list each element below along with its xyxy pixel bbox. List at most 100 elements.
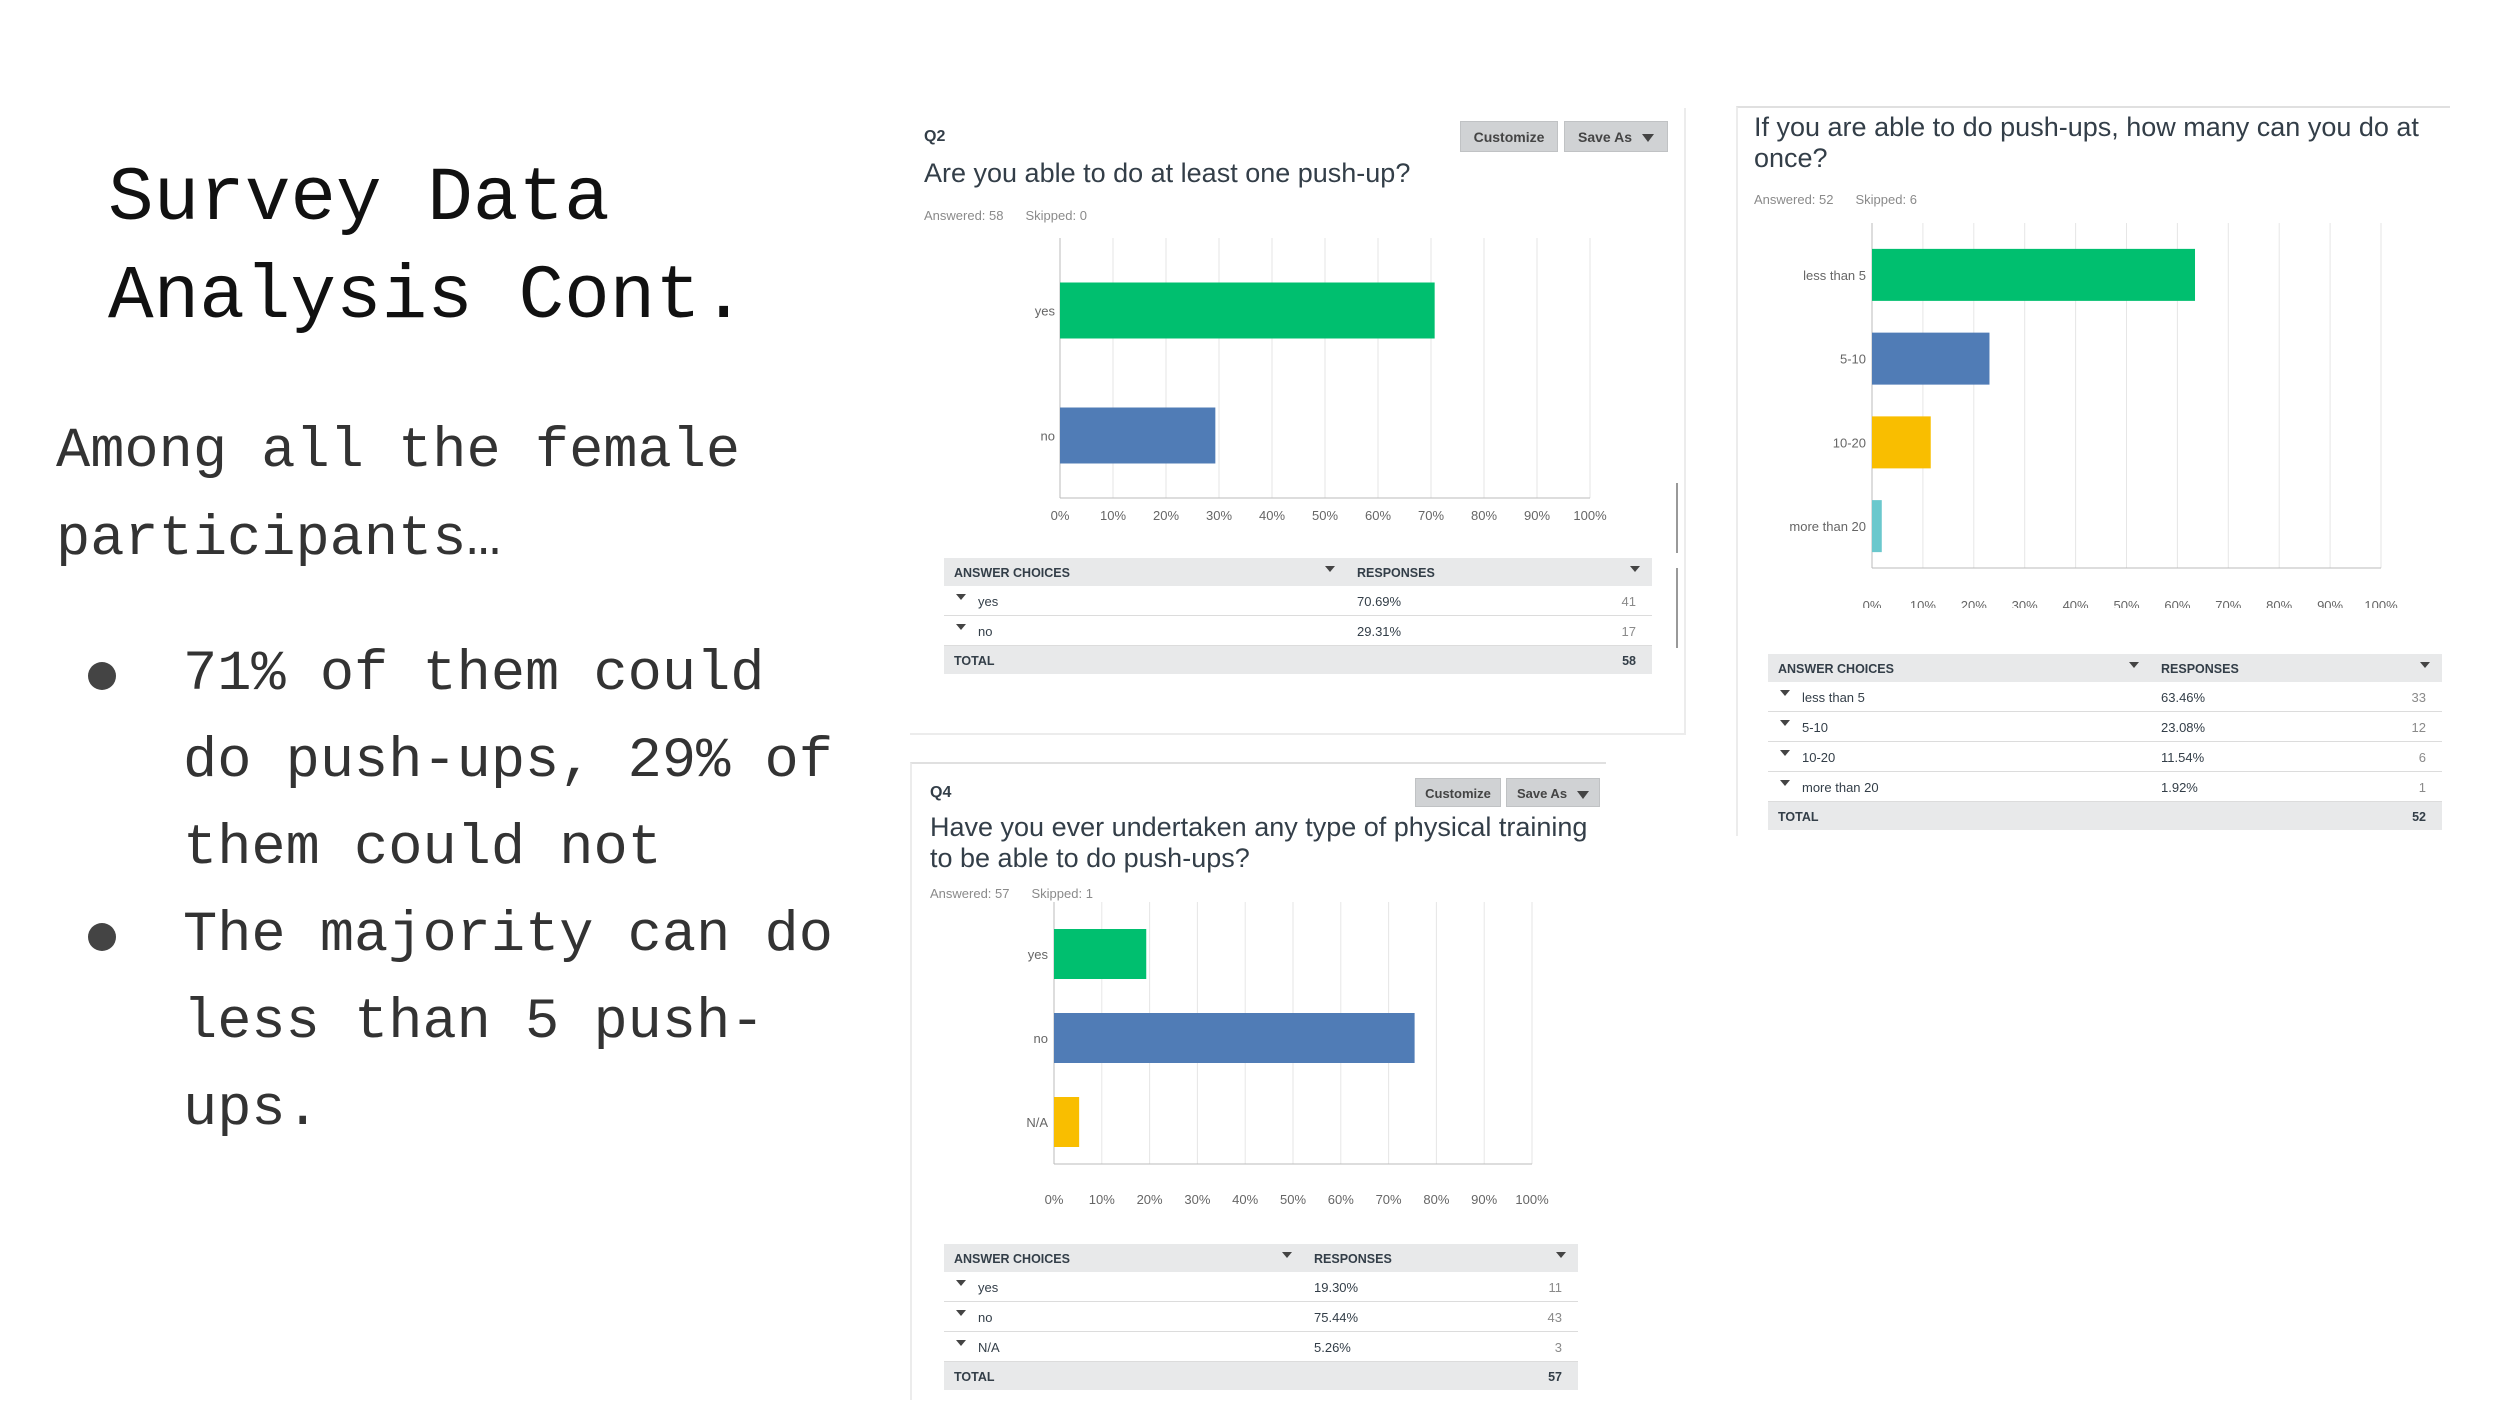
slide-title: Survey Data Analysis Cont. [108, 156, 747, 340]
table-total-row: TOTAL 52 [1768, 802, 2442, 830]
x-tick-label: 30% [2012, 598, 2038, 608]
x-tick-label: 30% [1206, 508, 1232, 523]
customize-button[interactable]: Customize [1460, 121, 1558, 152]
question-meta: Answered: 57 Skipped: 1 [930, 886, 1115, 901]
answer-choice: yes [978, 594, 999, 609]
answer-choice: more than 20 [1802, 780, 1879, 795]
response-count: 17 [1621, 624, 1636, 639]
expand-icon [1780, 720, 1790, 726]
expand-icon [956, 624, 966, 630]
category-label: N/A [1026, 1115, 1048, 1130]
total-count: 57 [1548, 1370, 1562, 1384]
sort-icon[interactable] [1556, 1252, 1566, 1258]
x-tick-label: 40% [2063, 598, 2089, 608]
bullet-dot-icon [88, 662, 116, 690]
table-row[interactable]: 10-20 11.54% 6 [1768, 742, 2442, 772]
answer-table: ANSWER CHOICES RESPONSES yes 19.30% 11 no 75.4… [944, 1244, 1578, 1390]
x-tick-label: 50% [1312, 508, 1338, 523]
x-tick-label: 70% [1376, 1192, 1402, 1204]
x-tick-label: 90% [2317, 598, 2343, 608]
response-count: 43 [1547, 1310, 1562, 1325]
table-header: ANSWER CHOICES RESPONSES [1768, 654, 2442, 682]
total-label: TOTAL [1778, 810, 1819, 824]
choices-header: ANSWER CHOICES [954, 566, 1070, 580]
table-row[interactable]: less than 5 63.46% 33 [1768, 682, 2442, 712]
expand-icon [956, 594, 966, 600]
response-percent: 70.69% [1357, 594, 1402, 609]
sort-icon[interactable] [1325, 566, 1335, 572]
table-row[interactable]: more than 20 1.92% 1 [1768, 772, 2442, 802]
question-meta: Answered: 58 Skipped: 0 [924, 208, 1109, 223]
bullet-item: 71% of them could do push-ups, 29% of th… [80, 632, 860, 893]
response-count: 41 [1621, 594, 1636, 609]
answer-choice: no [978, 624, 993, 639]
category-label: 5-10 [1840, 352, 1866, 367]
response-percent: 5.26% [1314, 1340, 1351, 1355]
response-percent: 29.31% [1357, 624, 1402, 639]
expand-icon [956, 1280, 966, 1286]
x-tick-label: 0% [1051, 508, 1070, 523]
x-tick-label: 50% [2113, 598, 2139, 608]
question-meta: Answered: 52 Skipped: 6 [1754, 192, 1939, 207]
bar-5-10 [1872, 332, 1990, 385]
table-row[interactable]: yes 70.69% 41 [944, 586, 1652, 616]
x-tick-label: 50% [1280, 1192, 1306, 1204]
bar-10-20 [1872, 416, 1931, 469]
bar-less-than-5 [1872, 248, 2196, 301]
bar-yes [1060, 282, 1435, 339]
category-label: 10-20 [1833, 435, 1866, 450]
sort-icon[interactable] [2420, 662, 2430, 668]
bullet-text: 71% of them could do push-ups, 29% of th… [183, 643, 833, 881]
expand-icon [1780, 780, 1790, 786]
question-number: Q4 [930, 784, 952, 801]
sort-icon[interactable] [1630, 566, 1640, 572]
q2-panel: Q2 Customize Save As Are you able to do … [910, 108, 1686, 735]
choices-header: ANSWER CHOICES [1778, 662, 1894, 676]
category-label: yes [1035, 304, 1056, 319]
table-row[interactable]: no 29.31% 17 [944, 616, 1652, 646]
q3-panel: If you are able to do push-ups, how many… [1736, 106, 2450, 836]
chevron-down-icon [1577, 790, 1590, 799]
x-tick-label: 70% [2215, 598, 2241, 608]
table-row[interactable]: yes 19.30% 11 [944, 1272, 1578, 1302]
bullet-text: The majority can do less than 5 push-ups… [183, 904, 833, 1142]
answered-count: Answered: 58 [924, 208, 1004, 223]
table-total-row: TOTAL 58 [944, 646, 1652, 674]
table-header: ANSWER CHOICES RESPONSES [944, 1244, 1578, 1272]
response-count: 1 [2418, 780, 2426, 795]
table-header: ANSWER CHOICES RESPONSES [944, 558, 1652, 586]
x-tick-label: 60% [1328, 1192, 1354, 1204]
response-percent: 11.54% [2161, 750, 2205, 765]
x-tick-label: 40% [1259, 508, 1285, 523]
answer-choice: 5-10 [1802, 720, 1829, 735]
category-label: more than 20 [1789, 519, 1866, 534]
category-label: no [1034, 1031, 1048, 1046]
answer-choice: less than 5 [1802, 690, 1865, 705]
answer-choice: no [978, 1310, 993, 1325]
sort-icon[interactable] [1282, 1252, 1292, 1258]
total-label: TOTAL [954, 654, 995, 668]
x-tick-label: 80% [1423, 1192, 1449, 1204]
response-percent: 63.46% [2161, 690, 2206, 705]
bar-yes [1054, 929, 1147, 979]
table-row[interactable]: no 75.44% 43 [944, 1302, 1578, 1332]
expand-icon [1780, 750, 1790, 756]
expand-icon [956, 1310, 966, 1316]
sort-icon[interactable] [2129, 662, 2139, 668]
x-tick-label: 70% [1418, 508, 1444, 523]
table-row[interactable]: N/A 5.26% 3 [944, 1332, 1578, 1362]
save-as-button[interactable]: Save As [1564, 121, 1668, 152]
response-count: 33 [2411, 690, 2426, 705]
answered-count: Answered: 57 [930, 886, 1010, 901]
save-as-button[interactable]: Save As [1506, 778, 1600, 807]
skipped-count: Skipped: 0 [1025, 208, 1087, 223]
expand-icon [1780, 690, 1790, 696]
customize-button[interactable]: Customize [1415, 778, 1501, 807]
question-title: Are you able to do at least one push-up? [924, 158, 1411, 188]
question-title: Have you ever undertaken any type of phy… [930, 812, 1588, 873]
answer-choice: yes [978, 1280, 999, 1295]
x-tick-label: 20% [1137, 1192, 1163, 1204]
table-row[interactable]: 5-10 23.08% 12 [1768, 712, 2442, 742]
bar-more-than-20 [1872, 500, 1882, 553]
response-percent: 19.30% [1314, 1280, 1359, 1295]
